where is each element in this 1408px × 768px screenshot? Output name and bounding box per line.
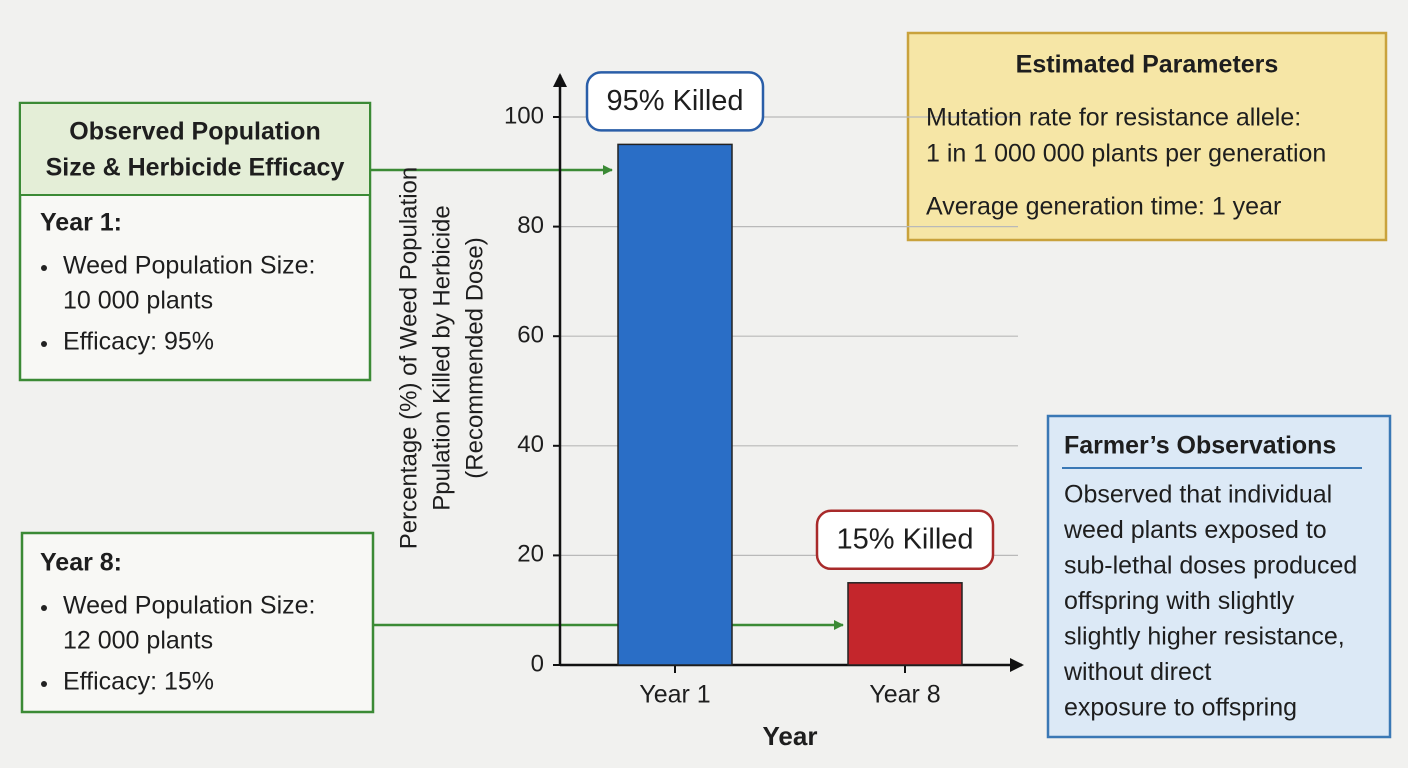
x-tick-label: Year 8	[869, 681, 940, 709]
year8-box	[20, 531, 375, 714]
bullet-text: Weed Population Size:	[63, 252, 315, 280]
panel-title: Estimated Parameters	[1016, 51, 1279, 79]
y-tick-label: 40	[517, 431, 544, 458]
y-axis-label: Ppulation Killed by Herbicide	[428, 205, 455, 511]
year-heading: Year 1:	[40, 209, 122, 237]
y-axis-label: (Recommended Dose)	[461, 237, 488, 478]
bullet-text: Efficacy: 15%	[63, 668, 214, 696]
panel-title: Size & Herbicide Efficacy	[46, 154, 345, 182]
panel-title: Farmer’s Observations	[1064, 432, 1336, 460]
bullet-text: 10 000 plants	[63, 287, 213, 315]
farmer-box	[1046, 414, 1392, 739]
panel-text: weed plants exposed to	[1063, 516, 1327, 544]
panel-title: Observed Population	[69, 118, 320, 146]
y-tick-label: 100	[504, 102, 544, 129]
bullet-text: 12 000 plants	[63, 627, 213, 655]
parameters-box	[906, 31, 1388, 242]
value-label-box	[585, 71, 765, 132]
x-tick-label: Year 1	[639, 681, 710, 709]
y-tick-label: 80	[517, 212, 544, 239]
panel-text: Average generation time: 1 year	[926, 193, 1281, 221]
panel-text: Mutation rate for resistance allele:	[926, 104, 1301, 132]
bar	[847, 582, 963, 666]
bullet	[41, 605, 47, 611]
value-label: 15% Killed	[836, 523, 973, 555]
bar	[617, 143, 733, 666]
value-label: 95% Killed	[606, 85, 743, 117]
y-tick-label: 60	[517, 322, 544, 349]
x-axis-label: Year	[763, 721, 818, 751]
bullet-text: Weed Population Size:	[63, 592, 315, 620]
year-heading: Year 8:	[40, 549, 122, 577]
bullet	[41, 681, 47, 687]
observed-header	[21, 104, 369, 195]
panel-text: slightly higher resistance,	[1064, 623, 1345, 651]
panel-text: exposure to offspring	[1064, 694, 1297, 722]
panel-text: 1 in 1 000 000 plants per generation	[926, 140, 1326, 168]
panel-text: Observed that individual	[1064, 481, 1332, 509]
bullet	[41, 341, 47, 347]
y-tick-label: 20	[517, 541, 544, 568]
value-label-box	[815, 509, 995, 571]
bullet-text: Efficacy: 95%	[63, 328, 214, 356]
y-tick-label: 0	[531, 650, 544, 677]
panel-text: sub-lethal doses produced	[1064, 552, 1357, 580]
bullet	[41, 265, 47, 271]
panel-text: without direct	[1063, 658, 1211, 686]
panel-text: offspring with slightly	[1064, 587, 1295, 615]
y-axis-label: Percentage (%) of Weed Population	[395, 167, 422, 549]
